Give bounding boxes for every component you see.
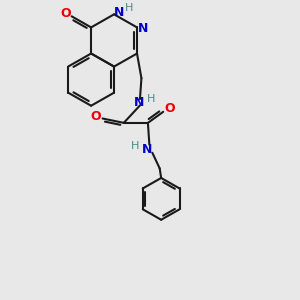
Text: H: H — [125, 3, 134, 13]
Text: H: H — [147, 94, 155, 104]
Text: H: H — [131, 141, 140, 151]
Text: O: O — [164, 102, 175, 116]
Text: N: N — [114, 6, 124, 20]
Text: N: N — [138, 22, 149, 35]
Text: N: N — [134, 96, 145, 109]
Text: N: N — [142, 143, 152, 156]
Text: O: O — [91, 110, 101, 123]
Text: O: O — [61, 7, 71, 20]
